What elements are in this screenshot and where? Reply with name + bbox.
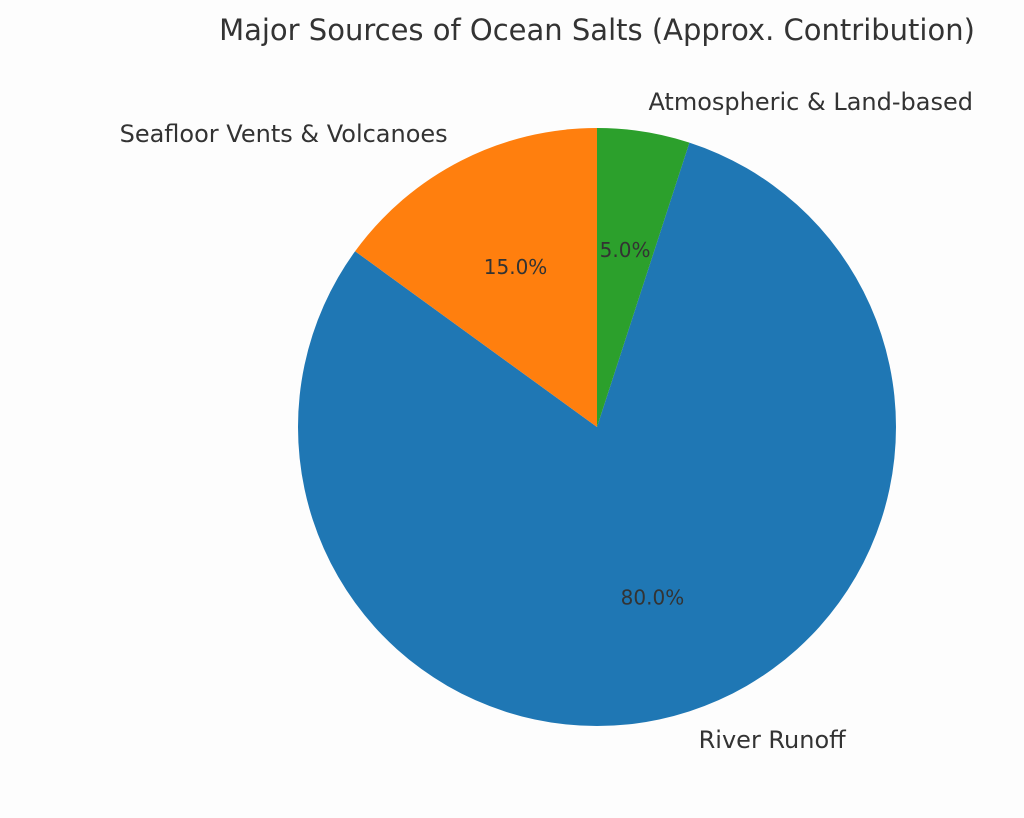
pct-label-seafloor-vents-and-volcanoes: 15.0%	[484, 255, 548, 279]
slice-label-seafloor-vents-and-volcanoes: Seafloor Vents & Volcanoes	[120, 120, 448, 148]
pct-label-atmospheric-and-land-based: 5.0%	[600, 238, 651, 262]
chart-title: Major Sources of Ocean Salts (Approx. Co…	[219, 13, 975, 47]
pie-labels: 80.0% River Runoff 15.0% Seafloor Vents & V…	[120, 88, 973, 754]
slice-label-river-runoff: River Runoff	[699, 726, 847, 754]
pie-slice-atmospheric-and-land-based	[597, 128, 690, 427]
pct-label-river-runoff: 80.0%	[621, 586, 685, 610]
pie-slice-seafloor-vents-and-volcanoes	[355, 128, 597, 427]
pie-slices	[297, 128, 896, 727]
slice-label-atmospheric-and-land-based: Atmospheric & Land-based	[648, 88, 973, 116]
pie-slice-river-runoff	[297, 142, 896, 727]
